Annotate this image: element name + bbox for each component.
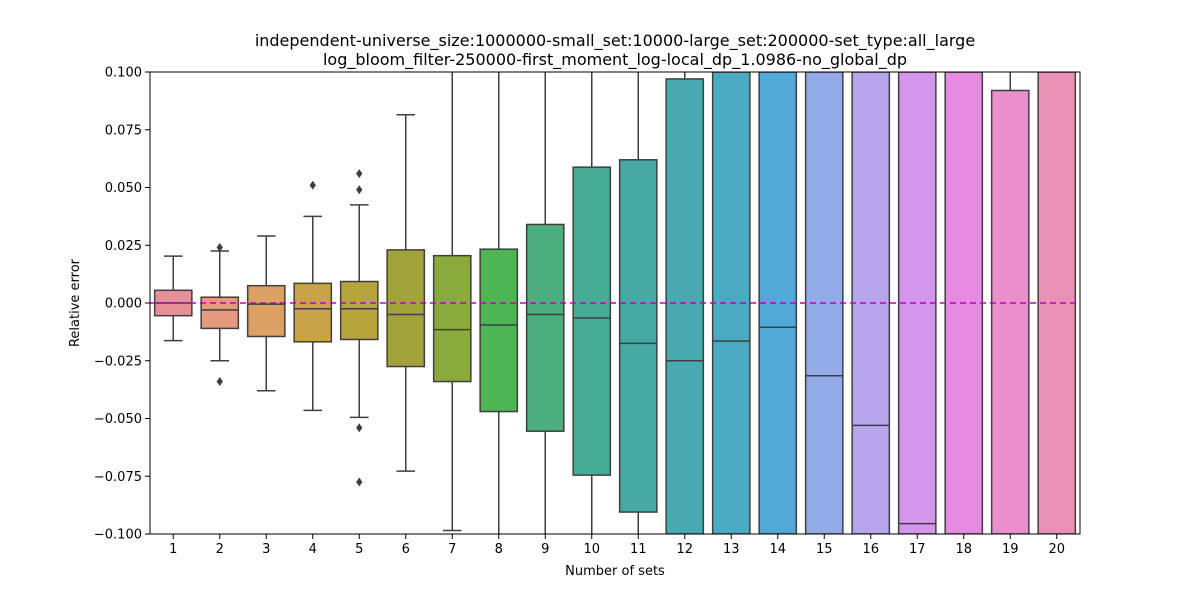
box-group-1 bbox=[153, 255, 193, 342]
box-group-12 bbox=[665, 72, 705, 534]
box-group-5 bbox=[339, 169, 379, 487]
x-tick-label-7: 7 bbox=[448, 542, 456, 557]
x-axis-label: Number of sets bbox=[565, 564, 665, 579]
box-9 bbox=[525, 223, 565, 432]
x-tick-label-10: 10 bbox=[583, 542, 600, 557]
box-group-11 bbox=[618, 72, 658, 534]
plot-area: −0.100 −0.075 −0.050 −0.025 0.000 0.025 0.050 0… bbox=[94, 66, 1081, 557]
y-tick-label-7: 0.075 bbox=[105, 123, 142, 138]
y-tick-label-2: −0.050 bbox=[94, 412, 142, 427]
box-10 bbox=[572, 166, 612, 476]
x-tick-label-12: 12 bbox=[676, 542, 693, 557]
x-tick-label-4: 4 bbox=[309, 542, 317, 557]
outlier-5-0 bbox=[356, 185, 363, 195]
box-group-6 bbox=[386, 113, 426, 472]
box-group-3 bbox=[246, 235, 286, 392]
box-group-9 bbox=[525, 72, 565, 534]
x-tick-label-11: 11 bbox=[630, 542, 647, 557]
x-tick-label-9: 9 bbox=[541, 542, 549, 557]
x-tick-label-15: 15 bbox=[816, 542, 833, 557]
box-7 bbox=[432, 254, 472, 383]
box-group-4 bbox=[293, 180, 333, 412]
box-group-2 bbox=[200, 243, 240, 387]
x-tick-label-5: 5 bbox=[355, 542, 363, 557]
chart-title-line1: independent-universe_size:1000000-small_… bbox=[255, 31, 975, 51]
outlier-4-0 bbox=[309, 180, 316, 190]
x-tick-label-3: 3 bbox=[262, 542, 270, 557]
y-tick-label-0: −0.100 bbox=[94, 528, 142, 543]
x-tick-label-8: 8 bbox=[495, 542, 503, 557]
y-tick-label-1: −0.075 bbox=[94, 470, 142, 485]
x-tick-label-17: 17 bbox=[909, 542, 926, 557]
x-tick-label-20: 20 bbox=[1048, 542, 1065, 557]
box-12 bbox=[665, 78, 705, 534]
outlier-5-2 bbox=[356, 423, 363, 433]
box-2 bbox=[200, 296, 240, 330]
outlier-2-1 bbox=[216, 243, 223, 253]
box-group-10 bbox=[572, 72, 612, 534]
box-group-7 bbox=[432, 72, 472, 532]
outlier-2-0 bbox=[216, 377, 223, 387]
y-tick-label-3: −0.025 bbox=[94, 354, 142, 369]
box-11 bbox=[618, 159, 658, 513]
outlier-5-1 bbox=[356, 169, 363, 179]
box-3 bbox=[246, 284, 286, 338]
y-tick-label-5: 0.025 bbox=[105, 239, 142, 254]
x-tick-label-2: 2 bbox=[216, 542, 224, 557]
y-axis-label: Relative error bbox=[68, 258, 83, 347]
x-tick-label-19: 19 bbox=[1002, 542, 1019, 557]
x-tick-label-16: 16 bbox=[862, 542, 879, 557]
box-group-19 bbox=[990, 72, 1030, 534]
box-5 bbox=[339, 280, 379, 341]
x-tick-label-13: 13 bbox=[723, 542, 740, 557]
x-tick-label-1: 1 bbox=[169, 542, 177, 557]
y-tick-label-4: 0.000 bbox=[105, 297, 142, 312]
box-group-8 bbox=[479, 72, 519, 534]
x-tick-label-18: 18 bbox=[955, 542, 972, 557]
x-tick-label-14: 14 bbox=[769, 542, 786, 557]
y-tick-label-6: 0.050 bbox=[105, 181, 142, 196]
chart-title-line2: log_bloom_filter-250000-first_moment_log… bbox=[323, 50, 907, 70]
x-tick-label-6: 6 bbox=[402, 542, 410, 557]
box-19 bbox=[990, 89, 1030, 534]
box-8 bbox=[479, 248, 519, 413]
outlier-5-3 bbox=[356, 477, 363, 487]
box-marks bbox=[153, 72, 1077, 534]
box-4 bbox=[293, 282, 333, 343]
box-6 bbox=[386, 249, 426, 368]
y-tick-label-8: 0.100 bbox=[105, 66, 142, 81]
